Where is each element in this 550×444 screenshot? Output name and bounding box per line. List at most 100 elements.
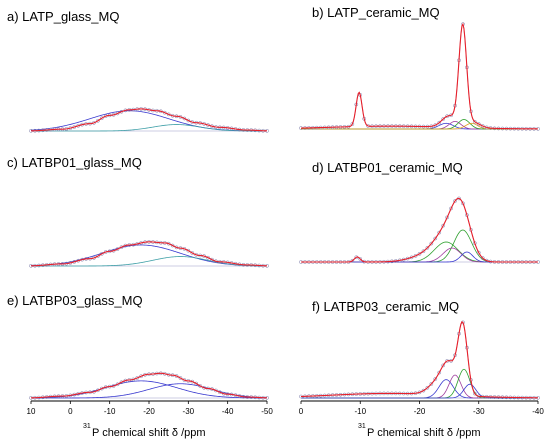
- panel-e-plot: [29, 371, 269, 400]
- data-point: [461, 201, 465, 206]
- data-point: [166, 112, 171, 117]
- fit-curve: [301, 197, 538, 263]
- data-point: [421, 388, 426, 393]
- tick-label: -20: [143, 407, 155, 416]
- data-point: [425, 385, 430, 390]
- data-point: [119, 109, 124, 114]
- data-point: [441, 223, 446, 228]
- data-point: [99, 116, 104, 121]
- component-curve: [301, 229, 538, 263]
- tick-label: -10: [354, 407, 366, 416]
- data-curve: [300, 23, 538, 130]
- data-point: [139, 374, 143, 379]
- data-point: [437, 230, 442, 235]
- data-point: [413, 253, 418, 258]
- data-point: [186, 118, 191, 123]
- tick-label: -20: [414, 407, 426, 416]
- data-point: [99, 251, 104, 256]
- tick-label: -50: [261, 407, 273, 416]
- data-point: [115, 247, 120, 251]
- data-point: [115, 111, 120, 116]
- tick-label: -40: [222, 407, 234, 416]
- panel-b-plot: [299, 22, 540, 131]
- fit-curve: [31, 241, 268, 267]
- data-point: [206, 255, 210, 260]
- data-point: [96, 388, 100, 393]
- data-point: [433, 123, 438, 128]
- tick-label: -40: [532, 407, 544, 416]
- data-point: [433, 377, 438, 381]
- tick-label: -30: [473, 407, 485, 416]
- right-x-axis-ticks: 0 -10 -20 -30 -40: [299, 401, 544, 416]
- data-point: [194, 381, 199, 386]
- data-point: [217, 390, 222, 395]
- component-curve: [301, 368, 538, 399]
- panel-d-plot: [299, 196, 540, 264]
- data-point: [476, 122, 481, 126]
- data-point: [429, 382, 434, 386]
- data-point: [350, 122, 355, 126]
- panel-d-title: d) LATBP01_ceramic_MQ: [312, 160, 463, 175]
- right-axis-label-sup: 31: [358, 423, 366, 430]
- data-point: [96, 118, 100, 123]
- data-point: [441, 363, 446, 368]
- tick-label: 0: [68, 407, 73, 416]
- fit-curve: [300, 22, 538, 130]
- left-x-axis-ticks: 10 0 -10 -20 -30 -40 -50: [27, 401, 273, 416]
- data-point: [182, 116, 187, 121]
- data-point: [437, 120, 442, 125]
- data-point: [425, 245, 430, 250]
- data-point: [421, 249, 426, 254]
- data-point: [476, 250, 481, 255]
- panel-b-title: b) LATP_ceramic_MQ: [312, 5, 440, 20]
- fit-curve: [31, 372, 267, 399]
- data-point: [198, 384, 202, 388]
- data-point: [441, 117, 446, 121]
- fit-curve: [30, 108, 268, 132]
- data-point: [449, 206, 453, 211]
- panel-f-title: f) LATBP03_ceramic_MQ: [312, 299, 459, 314]
- data-curve: [300, 321, 539, 399]
- data-point: [480, 256, 485, 260]
- right-axis-label: P chemical shift δ /ppm: [367, 427, 481, 439]
- data-point: [170, 243, 175, 248]
- data-point: [358, 257, 363, 261]
- data-point: [190, 251, 195, 255]
- data-point: [115, 382, 120, 387]
- data-point: [480, 124, 485, 128]
- data-point: [453, 199, 457, 203]
- panel-f-plot: [299, 320, 540, 400]
- data-point: [472, 391, 477, 396]
- data-point: [99, 386, 104, 391]
- data-point: [417, 251, 422, 256]
- tick-label: -30: [183, 407, 195, 416]
- data-point: [135, 376, 140, 380]
- fit-curve: [300, 321, 539, 399]
- panel-c-plot: [29, 240, 269, 268]
- component-curve: [31, 383, 268, 399]
- data-point: [433, 236, 438, 241]
- data-point: [445, 215, 449, 220]
- left-axis-label-sup: 31: [83, 423, 91, 430]
- data-point: [162, 110, 167, 115]
- data-point: [214, 388, 218, 393]
- component-curve: [31, 124, 267, 132]
- component-curve: [301, 383, 538, 399]
- data-point: [178, 376, 183, 380]
- tick-label: -10: [104, 407, 116, 416]
- data-point: [210, 257, 214, 262]
- data-point: [119, 245, 124, 250]
- data-point: [429, 241, 434, 246]
- panel-c-title: c) LATBP01_glass_MQ: [7, 155, 142, 170]
- panel-a-plot: [29, 107, 269, 133]
- data-point: [96, 254, 100, 258]
- data-point: [119, 380, 124, 385]
- panel-e-title: e) LATBP03_glass_MQ: [7, 293, 143, 308]
- data-point: [437, 370, 442, 375]
- data-point: [350, 258, 355, 263]
- tick-label: 0: [299, 407, 304, 416]
- tick-label: 10: [27, 407, 36, 416]
- left-axis-label: P chemical shift δ /ppm: [92, 427, 206, 439]
- data-point: [472, 119, 477, 124]
